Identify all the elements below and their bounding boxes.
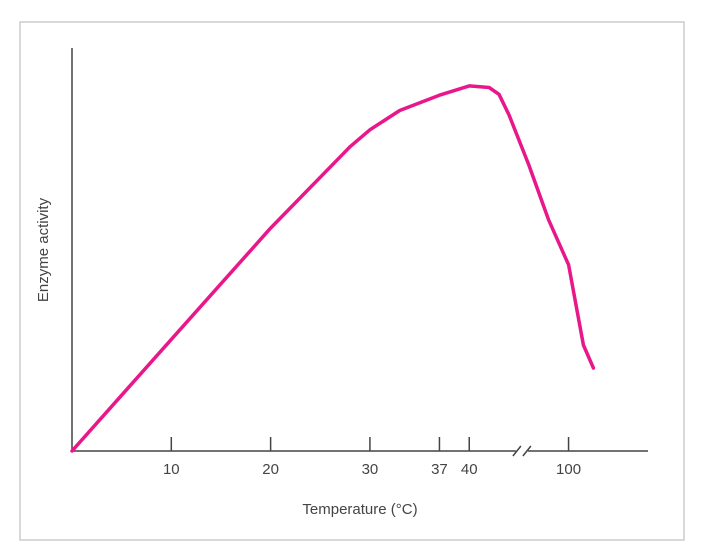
- x-tick-label: 40: [461, 461, 478, 478]
- y-axis-label: Enzyme activity: [35, 197, 52, 302]
- line: [70, 84, 596, 453]
- x-tick-label: 20: [262, 461, 279, 478]
- x-tick-label: 37: [431, 461, 448, 478]
- x-tick-label: 30: [362, 461, 379, 478]
- x-tick-label: 100: [556, 461, 581, 478]
- x-axis-label: Temperature (°C): [302, 501, 417, 518]
- frame: [19, 21, 685, 541]
- x-tick-label: 10: [163, 461, 180, 478]
- axis-break: [512, 445, 522, 457]
- axis-break: [522, 445, 532, 457]
